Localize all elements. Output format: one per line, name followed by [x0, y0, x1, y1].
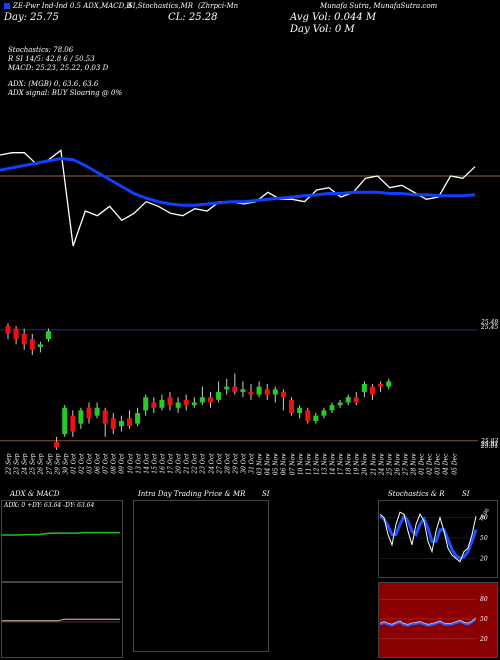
candle-down [21, 333, 27, 345]
y-tick-label: 25.45 [481, 324, 499, 332]
candle-down [70, 415, 76, 432]
candle-down [151, 402, 157, 408]
intraday-si-label: SI [262, 490, 270, 498]
candle-down [167, 397, 173, 406]
macd-readout: MACD: 25.23, 25.22, 0.03 D [8, 64, 109, 72]
header-title: ZE-Pwr Ind-Ind 0.5 ADX,MACD,B [13, 2, 132, 10]
candle-up [224, 386, 230, 390]
candle-up [256, 386, 262, 395]
candle-up [175, 402, 181, 408]
candle-up [297, 407, 303, 414]
stoch-y-label: 80 [480, 515, 488, 522]
candle-up [199, 397, 205, 403]
intraday-title-text: Intra Day Trading Price & MR [138, 490, 246, 498]
candle-down [370, 386, 375, 395]
stoch-panel-title: Stochastics & R [388, 490, 445, 498]
candle-down [289, 399, 294, 414]
stoch-k-line [379, 511, 477, 563]
candle-up [386, 381, 392, 387]
candle-down [208, 397, 213, 403]
candle-down [127, 418, 132, 427]
adx-line [2, 531, 120, 536]
rsi-y-label: 50 [480, 616, 488, 623]
candle-up [62, 407, 68, 435]
rsi-y-label: 20 [479, 636, 488, 643]
stoch-readout: Stochastics: 78.06 [8, 46, 74, 54]
candle-down [13, 328, 19, 340]
candle-up [135, 413, 141, 424]
avg-volume-label: Avg Vol: 0.044 M [290, 12, 377, 23]
candle-down [5, 325, 11, 334]
intraday-panel [133, 500, 269, 652]
candle-down [110, 418, 116, 429]
rsi-panel [378, 582, 498, 658]
y-tick-label: 25.01 [481, 443, 499, 451]
candle-down [183, 399, 189, 406]
candle-up [337, 402, 343, 406]
series-line-ma [0, 156, 476, 207]
candle-up [191, 402, 197, 406]
rsi-line-thin [379, 617, 477, 625]
adx-panel [1, 500, 123, 582]
candle-down [248, 391, 254, 395]
candle-down [232, 386, 238, 392]
header-company: (Zhrpci-Mn [198, 2, 239, 10]
candle-up [37, 344, 43, 348]
adx-values: ADX: 0 +DY: 63.64 -DY: 63.64 [4, 502, 95, 509]
candle-up [94, 407, 100, 416]
stoch-y-label: 50 [480, 535, 488, 542]
candle-down [264, 389, 270, 395]
candle-down [280, 391, 286, 398]
candle-up [216, 391, 222, 400]
candle-up [118, 420, 124, 427]
rsi-line [379, 618, 477, 627]
day-label: Day: 25.75 [4, 12, 59, 23]
adx-readout: ADX: (MGB) 0, 63.6, 63.6 [8, 80, 99, 88]
candle-up [361, 384, 367, 392]
candle-up [78, 410, 84, 424]
candle-up [321, 410, 327, 416]
macd-line [2, 618, 120, 622]
candle-up [240, 389, 246, 392]
y-tick-label: 25.48 [481, 319, 499, 327]
y-tick-label: 25.02 [481, 440, 499, 448]
candle-down [54, 442, 60, 448]
stoch-d-line [379, 513, 478, 561]
candle-down [29, 339, 35, 350]
stoch-y-label: 20 [479, 555, 488, 562]
stoch-value-label: 78.06 [479, 508, 491, 523]
candle-up [313, 415, 319, 421]
header-line-1: ZE-Pwr Ind-Ind 0.5 ADX,MACD,B [4, 2, 131, 10]
header-indicators: SI,Stochastics,MR [128, 2, 194, 10]
candle-up [345, 397, 351, 403]
candle-up [329, 405, 335, 411]
candle-up [143, 397, 149, 411]
candle-down [86, 407, 92, 419]
rsi-readout: R SI 14/5: 42.8 6 / 50.53 [8, 55, 95, 63]
y-tick-label: 25.03 [481, 438, 499, 446]
candle-down [305, 410, 311, 421]
rsi-y-label: 80 [480, 596, 488, 603]
candle-down [378, 384, 384, 387]
header-site: Munafa Sutra, MunafaSutra.com [320, 2, 438, 10]
intraday-panel-title: Intra Day Trading Price & MR [138, 490, 245, 498]
candle-up [272, 389, 278, 395]
stoch-si-label: SI [462, 490, 470, 498]
day-volume-label: Day Vol: 0 M [290, 24, 355, 35]
candle-up [159, 399, 165, 408]
legend-square-icon [4, 3, 10, 9]
macd-panel [1, 582, 123, 658]
adx-signal-readout: ADX signal: BUY Sloaring @ 0% [8, 89, 123, 97]
close-label: CL: 25.28 [168, 12, 218, 23]
adx-panel-title: ADX & MACD [10, 490, 60, 498]
candle-up [46, 331, 51, 340]
candle-down [353, 397, 359, 403]
candle-down [102, 410, 108, 424]
